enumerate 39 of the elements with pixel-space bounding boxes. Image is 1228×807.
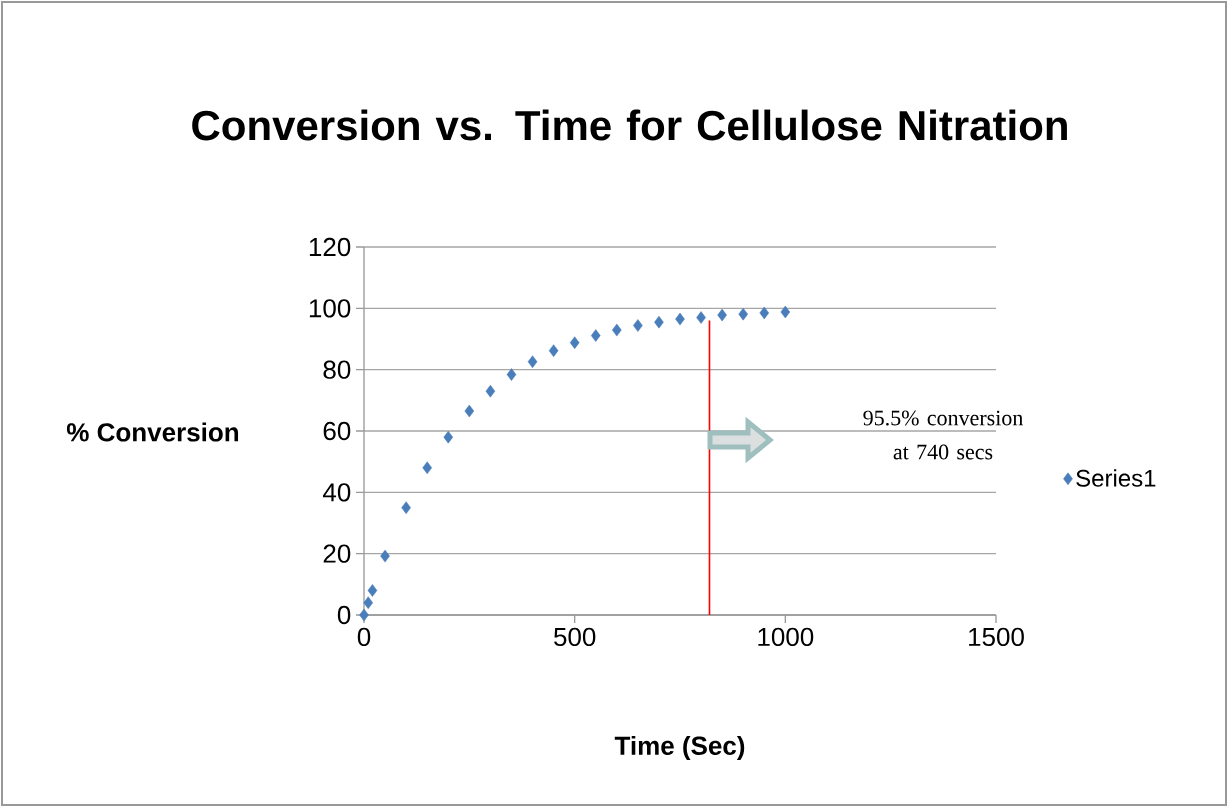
point [569, 336, 580, 349]
y-tick-label: 80 [323, 360, 351, 379]
point [696, 311, 706, 324]
point [633, 319, 643, 332]
y-axis-title: % Conversion [66, 422, 239, 442]
point [464, 404, 475, 418]
point [548, 344, 559, 357]
x-tick-label: 500 [554, 627, 596, 647]
x-tick-label: 1500 [969, 627, 1024, 647]
x-axis-title: Time (Sec) [614, 735, 745, 761]
point [675, 312, 685, 326]
point [717, 308, 727, 322]
point [759, 306, 770, 320]
point [612, 323, 622, 337]
point [485, 384, 496, 398]
y-tick-label: 20 [323, 544, 351, 563]
point [359, 608, 369, 622]
point [780, 305, 791, 319]
point [590, 329, 601, 342]
y-tick-label: 100 [309, 299, 351, 318]
x-tick-label: 1000 [758, 627, 814, 647]
y-tick-label: 60 [323, 421, 351, 441]
legend-label: Series1 [1076, 469, 1156, 487]
y-tick-label: 120 [309, 237, 351, 257]
point [422, 461, 432, 475]
point [738, 307, 748, 321]
point [401, 501, 411, 514]
annotation: 95.5% conversion at 740 secs [863, 410, 1024, 460]
point [443, 430, 454, 444]
point [367, 584, 378, 597]
x-tick-label: 0 [357, 627, 371, 647]
chart-title: Conversion vs. Time for Cellulose Nitration [192, 109, 1067, 141]
y-tick-label: 0 [337, 605, 351, 625]
point [654, 315, 664, 329]
point [527, 355, 538, 368]
y-tick-label: 40 [322, 483, 351, 502]
point [506, 368, 517, 381]
point [380, 549, 390, 563]
point [363, 596, 373, 609]
